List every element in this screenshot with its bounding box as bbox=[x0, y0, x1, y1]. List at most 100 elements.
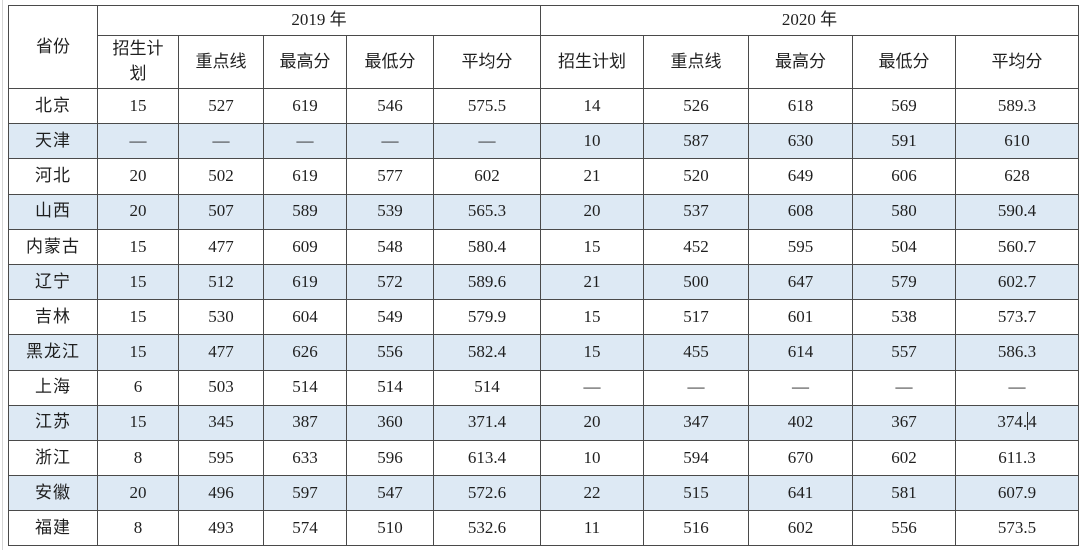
table-body: 北京 15 527 619 546 575.5 14 526 618 569 589.3 天津 — — — —… bbox=[8, 87, 1079, 547]
table-row: 江苏 15 345 387 360 371.4 20 347 402 367 374.4 bbox=[8, 404, 1079, 441]
score-cell: 579.9 bbox=[433, 299, 541, 336]
corner-header-province: 省份 bbox=[8, 5, 98, 89]
score-cell: 347 bbox=[643, 404, 749, 441]
score-cell: 587 bbox=[643, 123, 749, 160]
table-row: 天津 — — — — —10 587 630 591 610 bbox=[8, 123, 1079, 160]
score-cell: 609 bbox=[263, 228, 347, 265]
score-cell: 556 bbox=[346, 334, 434, 371]
score-cell: 572 bbox=[346, 263, 434, 301]
score-cell: 526 bbox=[643, 87, 749, 125]
score-cell: 579 bbox=[852, 263, 956, 301]
province-cell: 辽宁 bbox=[8, 263, 98, 301]
score-cell: 517 bbox=[643, 299, 749, 336]
score-cell: 371.4 bbox=[433, 404, 541, 441]
score-cell: 22 bbox=[540, 475, 644, 512]
score-cell: 602 bbox=[852, 439, 956, 477]
score-cell: 595 bbox=[748, 228, 853, 265]
score-cell: — bbox=[643, 369, 749, 406]
province-cell: 天津 bbox=[8, 123, 98, 160]
score-cell: 601 bbox=[748, 299, 853, 336]
score-cell: 602.7 bbox=[955, 263, 1079, 301]
score-cell: 15 bbox=[540, 334, 644, 371]
score-cell: 573.5 bbox=[955, 510, 1079, 547]
score-cell: 20 bbox=[97, 158, 179, 195]
score-cell: — bbox=[748, 369, 853, 406]
province-cell: 上海 bbox=[8, 369, 98, 406]
score-cell: 515 bbox=[643, 475, 749, 512]
score-cell: 590.4 bbox=[955, 193, 1079, 230]
province-cell: 福建 bbox=[8, 510, 98, 547]
col-2020-plan: 招生计划 bbox=[540, 35, 644, 89]
score-cell: 530 bbox=[178, 299, 264, 336]
score-cell: 611.3 bbox=[955, 439, 1079, 477]
score-cell: 20 bbox=[540, 404, 644, 441]
score-cell: 589 bbox=[263, 193, 347, 230]
score-cell: — bbox=[852, 369, 956, 406]
score-cell: 628 bbox=[955, 158, 1079, 195]
score-cell: 507 bbox=[178, 193, 264, 230]
score-cell: 537 bbox=[643, 193, 749, 230]
score-cell: 594 bbox=[643, 439, 749, 477]
score-cell: 15 bbox=[97, 334, 179, 371]
score-cell: 573.7 bbox=[955, 299, 1079, 336]
score-cell: 596 bbox=[346, 439, 434, 477]
score-cell: 608 bbox=[748, 193, 853, 230]
score-cell: 539 bbox=[346, 193, 434, 230]
table-row: 山西 20 507 589 539 565.3 20 537 608 580 590.4 bbox=[8, 193, 1079, 230]
table-row: 浙江 8 595 633 596 613.4 10 594 670 602 611.3 bbox=[8, 439, 1079, 477]
score-cell: 360 bbox=[346, 404, 434, 441]
score-cell: 589.3 bbox=[955, 87, 1079, 125]
score-cell: 580.4 bbox=[433, 228, 541, 265]
score-cell: 647 bbox=[748, 263, 853, 301]
score-cell: 607.9 bbox=[955, 475, 1079, 512]
score-cell: 538 bbox=[852, 299, 956, 336]
score-cell: 597 bbox=[263, 475, 347, 512]
score-cell: 619 bbox=[263, 87, 347, 125]
score-cell: 610 bbox=[955, 123, 1079, 160]
score-cell: 557 bbox=[852, 334, 956, 371]
year-2020-header: 2020 年 bbox=[540, 5, 1079, 36]
score-cell: 547 bbox=[346, 475, 434, 512]
score-cell: 10 bbox=[540, 439, 644, 477]
province-cell: 北京 bbox=[8, 87, 98, 125]
score-cell: 15 bbox=[97, 263, 179, 301]
header-subcolumn-row: 招生计划 重点线 最高分 最低分 平均分 招生计划 重点线 最高分 最低分 平均… bbox=[9, 35, 1079, 89]
score-cell: 11 bbox=[540, 510, 644, 547]
col-2020-max: 最高分 bbox=[748, 35, 853, 89]
col-2019-plan: 招生计划 bbox=[97, 35, 179, 89]
score-cell: 582.4 bbox=[433, 334, 541, 371]
score-cell: 626 bbox=[263, 334, 347, 371]
score-cell: 10 bbox=[540, 123, 644, 160]
score-cell: 516 bbox=[643, 510, 749, 547]
score-cell: 20 bbox=[97, 475, 179, 512]
score-cell: 602 bbox=[748, 510, 853, 547]
col-2020-avg: 平均分 bbox=[955, 35, 1079, 89]
score-cell: — bbox=[346, 123, 434, 160]
score-cell: 21 bbox=[540, 158, 644, 195]
score-cell: 572.6 bbox=[433, 475, 541, 512]
score-cell: 630 bbox=[748, 123, 853, 160]
score-cell: 580 bbox=[852, 193, 956, 230]
score-cell: 556 bbox=[852, 510, 956, 547]
score-cell: 604 bbox=[263, 299, 347, 336]
score-cell: 503 bbox=[178, 369, 264, 406]
score-cell: 575.5 bbox=[433, 87, 541, 125]
score-cell: 514 bbox=[346, 369, 434, 406]
score-cell: 374.4 bbox=[955, 404, 1079, 441]
score-cell: 500 bbox=[643, 263, 749, 301]
score-cell: 569 bbox=[852, 87, 956, 125]
table-row: 河北 20 502 619 577 602 21 520 649 606 628 bbox=[8, 158, 1079, 195]
score-cell: — bbox=[97, 123, 179, 160]
score-cell: — bbox=[540, 369, 644, 406]
score-cell: 367 bbox=[852, 404, 956, 441]
score-cell: 649 bbox=[748, 158, 853, 195]
col-2020-min: 最低分 bbox=[852, 35, 956, 89]
score-cell: 6 bbox=[97, 369, 179, 406]
score-cell: 589.6 bbox=[433, 263, 541, 301]
score-cell: 532.6 bbox=[433, 510, 541, 547]
province-cell: 吉林 bbox=[8, 299, 98, 336]
score-cell: — bbox=[433, 123, 541, 160]
score-cell: 618 bbox=[748, 87, 853, 125]
score-cell: 455 bbox=[643, 334, 749, 371]
score-cell: 15 bbox=[97, 87, 179, 125]
